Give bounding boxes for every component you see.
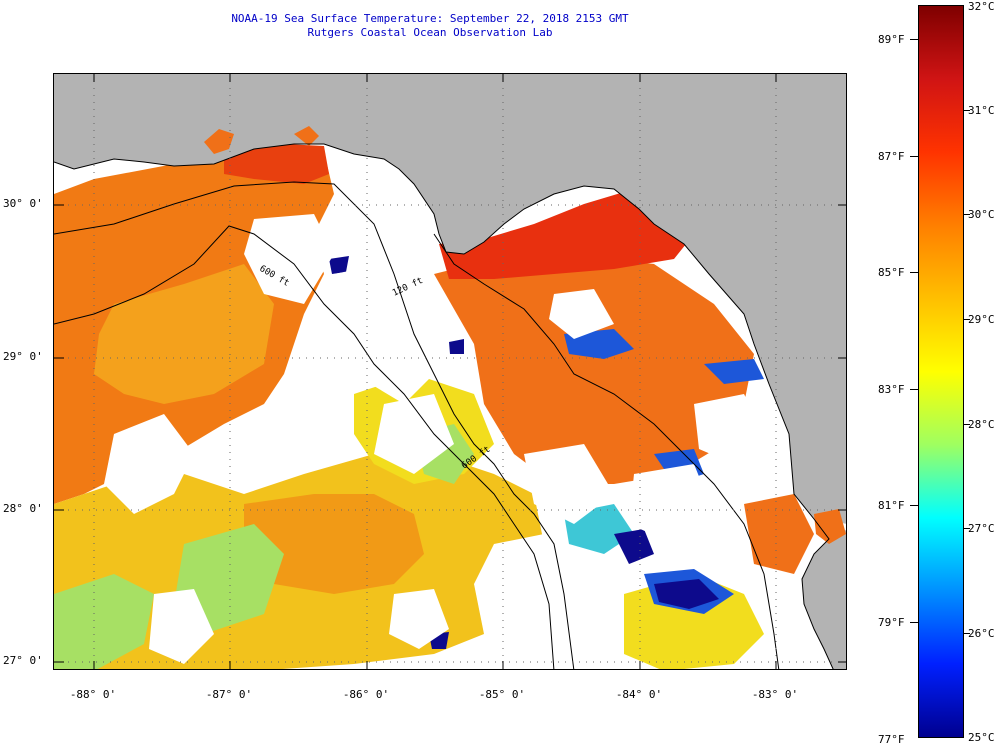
- colorbar-tick: [964, 319, 970, 320]
- frame-ticks: [54, 74, 846, 669]
- colorbar-c-28: 28°C: [968, 418, 995, 431]
- colorbar-c-31: 31°C: [968, 104, 995, 117]
- cloud-holes: [104, 214, 764, 669]
- colorbar-tick: [910, 389, 918, 390]
- lat-label-27: 27° 0': [3, 654, 43, 667]
- colorbar-f-85: 85°F: [878, 266, 905, 279]
- colorbar-tick: [964, 110, 970, 111]
- colorbar-tick: [964, 528, 970, 529]
- colorbar-f-87: 87°F: [878, 150, 905, 163]
- blue-coastal-1: [564, 329, 634, 359]
- colorbar-c-29: 29°C: [968, 313, 995, 326]
- colorbar-f-83: 83°F: [878, 383, 905, 396]
- colorbar-tick: [910, 39, 918, 40]
- navy-south-1: [654, 579, 719, 609]
- colorbar-c-32: 32°C: [968, 0, 995, 13]
- lon-label-83: -83° 0': [751, 688, 799, 701]
- lon-label-88: -88° 0': [69, 688, 117, 701]
- lon-label-86: -86° 0': [342, 688, 390, 701]
- navy-south-2: [614, 529, 654, 564]
- south-orange-core: [244, 494, 424, 594]
- map-title: NOAA-19 Sea Surface Temperature: Septemb…: [231, 12, 629, 25]
- colorbar-tick: [964, 633, 970, 634]
- contour-600ft: [54, 225, 555, 669]
- tampa-orange: [744, 494, 814, 574]
- lon-label-85: -85° 0': [478, 688, 526, 701]
- colorbar-c-30: 30°C: [968, 208, 995, 221]
- blue-coastal-2: [704, 359, 764, 384]
- colorbar-tick: [910, 505, 918, 506]
- colorbar-tick: [910, 622, 918, 623]
- colorbar-f-79: 79°F: [878, 616, 905, 629]
- land: [54, 74, 846, 669]
- land-southeast: [802, 530, 846, 669]
- big-bend-warm: [434, 254, 754, 484]
- colorbar-f-77: 77°F: [878, 733, 905, 746]
- coastal-red-band: [439, 192, 694, 279]
- west-light-orange: [94, 264, 274, 404]
- colorbar-f-81: 81°F: [878, 499, 905, 512]
- southwest-green-2: [54, 574, 154, 669]
- colorbar-tick: [910, 156, 918, 157]
- colorbar-tick: [910, 272, 918, 273]
- lat-label-28: 28° 0': [3, 502, 43, 515]
- panhandle-red: [224, 144, 329, 184]
- map-subtitle: Rutgers Coastal Ocean Observation Lab: [307, 26, 553, 39]
- lat-label-30: 30° 0': [3, 197, 43, 210]
- contour-inner: [433, 233, 780, 669]
- colorbar-c-25: 25°C: [968, 731, 995, 744]
- temperature-colorbar: [918, 5, 964, 738]
- contour-120ft: [54, 181, 575, 669]
- land-north-panhandle: [54, 74, 846, 524]
- lon-label-87: -87° 0': [205, 688, 253, 701]
- colorbar-f-89: 89°F: [878, 33, 905, 46]
- lon-label-84: -84° 0': [615, 688, 663, 701]
- colorbar-c-26: 26°C: [968, 627, 995, 640]
- colorbar-tick: [964, 214, 970, 215]
- bays: [204, 126, 846, 544]
- colorbar-c-27: 27°C: [968, 522, 995, 535]
- navy-dot-2: [449, 339, 464, 354]
- colorbar-tick: [964, 424, 970, 425]
- navy-dot-1: [329, 256, 349, 274]
- coastline: [54, 143, 834, 669]
- lat-label-29: 29° 0': [3, 350, 43, 363]
- sst-map[interactable]: 600 ft 120 ft 600 ft: [53, 73, 847, 670]
- graticule: [54, 74, 846, 669]
